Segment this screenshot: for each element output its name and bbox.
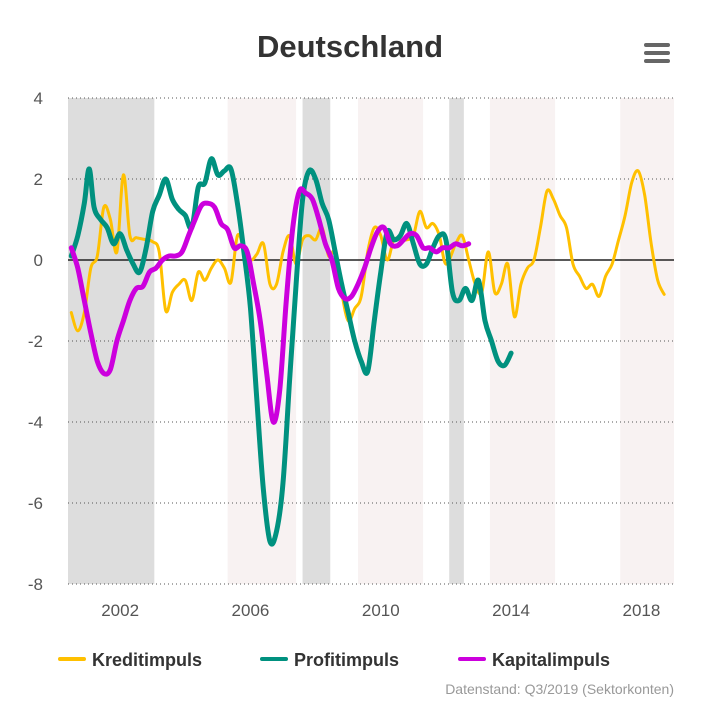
credit-text: Datenstand: Q3/2019 (Sektorkonten): [445, 681, 674, 697]
legend-item-profitimpuls[interactable]: Profitimpuls: [260, 650, 399, 670]
y-tick-label: -8: [28, 575, 43, 594]
band-3: [357, 98, 424, 584]
series-kapitalimpuls-line: [68, 186, 472, 425]
y-tick-label: 0: [34, 251, 43, 270]
chart-title: Deutschland: [257, 29, 443, 64]
legend-label: Kapitalimpuls: [492, 650, 610, 670]
band-6: [620, 98, 674, 584]
x-axis-ticks: 2002 2006 2010 2014 2018: [101, 601, 660, 620]
legend-item-kapitalimpuls[interactable]: Kapitalimpuls: [458, 650, 610, 670]
x-tick-label: 2002: [101, 601, 139, 620]
series-lines: [68, 156, 666, 547]
series-profitimpuls-line: [68, 156, 514, 547]
legend: Kreditimpuls Profitimpuls Kapitalimpuls: [58, 650, 610, 670]
y-tick-label: -6: [28, 494, 43, 513]
y-tick-label: -4: [28, 413, 43, 432]
legend-item-kreditimpuls[interactable]: Kreditimpuls: [58, 650, 202, 670]
x-tick-label: 2014: [492, 601, 530, 620]
x-tick-label: 2010: [362, 601, 400, 620]
y-tick-label: 4: [34, 89, 43, 108]
band-0: [68, 98, 155, 584]
legend-label: Kreditimpuls: [92, 650, 202, 670]
legend-label: Profitimpuls: [294, 650, 399, 670]
y-tick-label: -2: [28, 332, 43, 351]
y-axis-ticks: 4 2 0 -2 -4 -6 -8: [28, 89, 43, 594]
hamburger-menu-icon[interactable]: [636, 38, 676, 70]
x-tick-label: 2006: [232, 601, 270, 620]
y-tick-label: 2: [34, 170, 43, 189]
band-5: [489, 98, 556, 584]
x-tick-label: 2018: [623, 601, 661, 620]
